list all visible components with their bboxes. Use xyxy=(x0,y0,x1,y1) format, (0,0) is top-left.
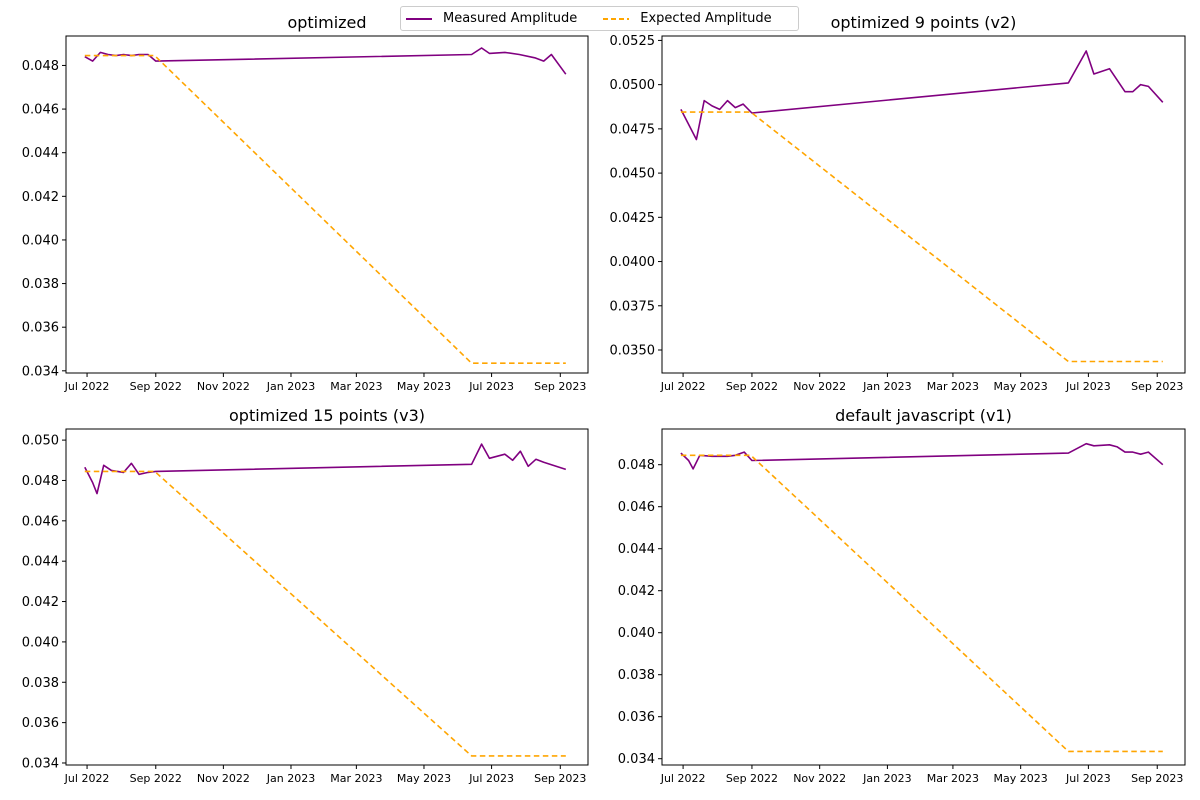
y-tick-label: 0.036 xyxy=(618,710,655,725)
measured-amplitude-line xyxy=(84,47,567,75)
x-tick-label: Jul 2022 xyxy=(660,772,706,785)
y-tick-label: 0.050 xyxy=(22,434,59,449)
x-tick-label: Jan 2023 xyxy=(862,380,911,393)
measured-amplitude-line xyxy=(84,443,567,495)
subplot-title: optimized 15 points (v3) xyxy=(229,406,425,425)
expected-amplitude-line xyxy=(680,454,1163,753)
y-tick-label: 0.0375 xyxy=(610,299,656,314)
plot-frame xyxy=(661,35,1186,374)
x-tick-label: Jan 2023 xyxy=(266,380,315,393)
y-tick-label: 0.048 xyxy=(618,458,655,473)
y-tick-label: 0.044 xyxy=(22,555,59,570)
x-tick-label: Jul 2023 xyxy=(468,380,514,393)
y-tick-label: 0.046 xyxy=(618,500,655,515)
x-tick-label: Nov 2022 xyxy=(793,380,846,393)
y-tick-label: 0.0475 xyxy=(610,122,656,137)
subplot-1: optimized 0.034 0.036 0.038 0.040 0.042 0.044 0… xyxy=(22,13,589,393)
x-tick-label: Mar 2023 xyxy=(330,380,382,393)
dashed-line-swatch-icon xyxy=(603,17,630,20)
y-tick-label: 0.038 xyxy=(22,277,59,292)
subplot-title: optimized xyxy=(287,13,366,32)
x-tick-label: Jan 2023 xyxy=(266,772,315,785)
y-tick-label: 0.0525 xyxy=(610,34,656,49)
y-tick-label: 0.0425 xyxy=(610,211,656,226)
x-tick-label: Sep 2023 xyxy=(1131,380,1183,393)
y-tick-label: 0.046 xyxy=(22,103,59,118)
legend-item-measured: Measured Amplitude xyxy=(406,11,577,26)
y-tick-label: 0.0450 xyxy=(610,167,656,182)
expected-amplitude-line xyxy=(84,54,566,365)
y-tick-label: 0.042 xyxy=(22,190,59,205)
measured-amplitude-line xyxy=(680,50,1164,141)
plot-frame xyxy=(65,35,589,374)
x-tick-label: Nov 2022 xyxy=(197,380,250,393)
subplot-2: optimized 9 points (v2) 0.0350 0.0375 0.040… xyxy=(610,13,1186,393)
plot-frame xyxy=(65,428,589,766)
x-tick-label: Sep 2023 xyxy=(534,380,586,393)
y-tick-label: 0.042 xyxy=(22,595,59,610)
subplot-3: optimized 15 points (v3) 0.034 0.036 0.038 0… xyxy=(22,406,589,785)
subplot-title: default javascript (v1) xyxy=(835,406,1012,425)
x-tick-label: May 2023 xyxy=(994,380,1048,393)
legend-label-expected: Expected Amplitude xyxy=(640,11,772,26)
solid-line-swatch-icon xyxy=(406,17,432,20)
x-tick-label: Sep 2022 xyxy=(130,380,182,393)
y-tick-label: 0.034 xyxy=(22,756,59,771)
y-tick-label: 0.034 xyxy=(22,364,59,379)
x-tick-label: Sep 2023 xyxy=(534,772,586,785)
x-tick-label: Jul 2023 xyxy=(468,772,514,785)
legend-label-measured: Measured Amplitude xyxy=(443,11,578,26)
y-tick-label: 0.038 xyxy=(618,668,655,683)
subplot-4: default javascript (v1) 0.034 0.036 0.038 0.… xyxy=(618,406,1186,785)
x-tick-label: Jul 2023 xyxy=(1065,772,1111,785)
y-tick-label: 0.036 xyxy=(22,321,59,336)
x-tick-label: Jan 2023 xyxy=(862,772,911,785)
y-tick-label: 0.044 xyxy=(618,542,655,557)
expected-amplitude-line xyxy=(680,111,1163,363)
y-tick-label: 0.040 xyxy=(618,626,655,641)
measured-amplitude-line xyxy=(680,442,1164,470)
y-tick-label: 0.038 xyxy=(22,676,59,691)
expected-amplitude-line xyxy=(84,470,566,757)
x-tick-label: Mar 2023 xyxy=(927,772,979,785)
plot-frame xyxy=(661,428,1186,766)
x-tick-label: Mar 2023 xyxy=(927,380,979,393)
x-tick-label: May 2023 xyxy=(994,772,1048,785)
x-tick-label: Sep 2022 xyxy=(726,380,778,393)
x-tick-label: May 2023 xyxy=(397,772,451,785)
subplot-title: optimized 9 points (v2) xyxy=(831,13,1017,32)
x-tick-label: Jul 2023 xyxy=(1065,380,1111,393)
x-tick-label: Sep 2022 xyxy=(726,772,778,785)
x-tick-label: May 2023 xyxy=(397,380,451,393)
x-tick-label: Jul 2022 xyxy=(64,772,110,785)
y-tick-label: 0.0400 xyxy=(610,255,656,270)
x-tick-label: Nov 2022 xyxy=(197,772,250,785)
y-tick-label: 0.040 xyxy=(22,635,59,650)
y-tick-label: 0.036 xyxy=(22,716,59,731)
y-tick-label: 0.048 xyxy=(22,59,59,74)
y-tick-label: 0.0500 xyxy=(610,78,656,93)
x-tick-label: Jul 2022 xyxy=(64,380,110,393)
y-tick-label: 0.042 xyxy=(618,584,655,599)
legend-item-expected: Expected Amplitude xyxy=(603,11,772,26)
x-tick-label: Mar 2023 xyxy=(330,772,382,785)
y-tick-label: 0.046 xyxy=(22,514,59,529)
y-tick-label: 0.034 xyxy=(618,752,655,767)
x-tick-label: Sep 2022 xyxy=(130,772,182,785)
legend: Measured Amplitude Expected Amplitude xyxy=(400,6,799,31)
y-tick-label: 0.040 xyxy=(22,233,59,248)
x-tick-label: Jul 2022 xyxy=(660,380,706,393)
y-tick-label: 0.048 xyxy=(22,474,59,489)
y-tick-label: 0.044 xyxy=(22,146,59,161)
x-tick-label: Nov 2022 xyxy=(793,772,846,785)
x-tick-label: Sep 2023 xyxy=(1131,772,1183,785)
y-tick-label: 0.0350 xyxy=(610,344,656,359)
